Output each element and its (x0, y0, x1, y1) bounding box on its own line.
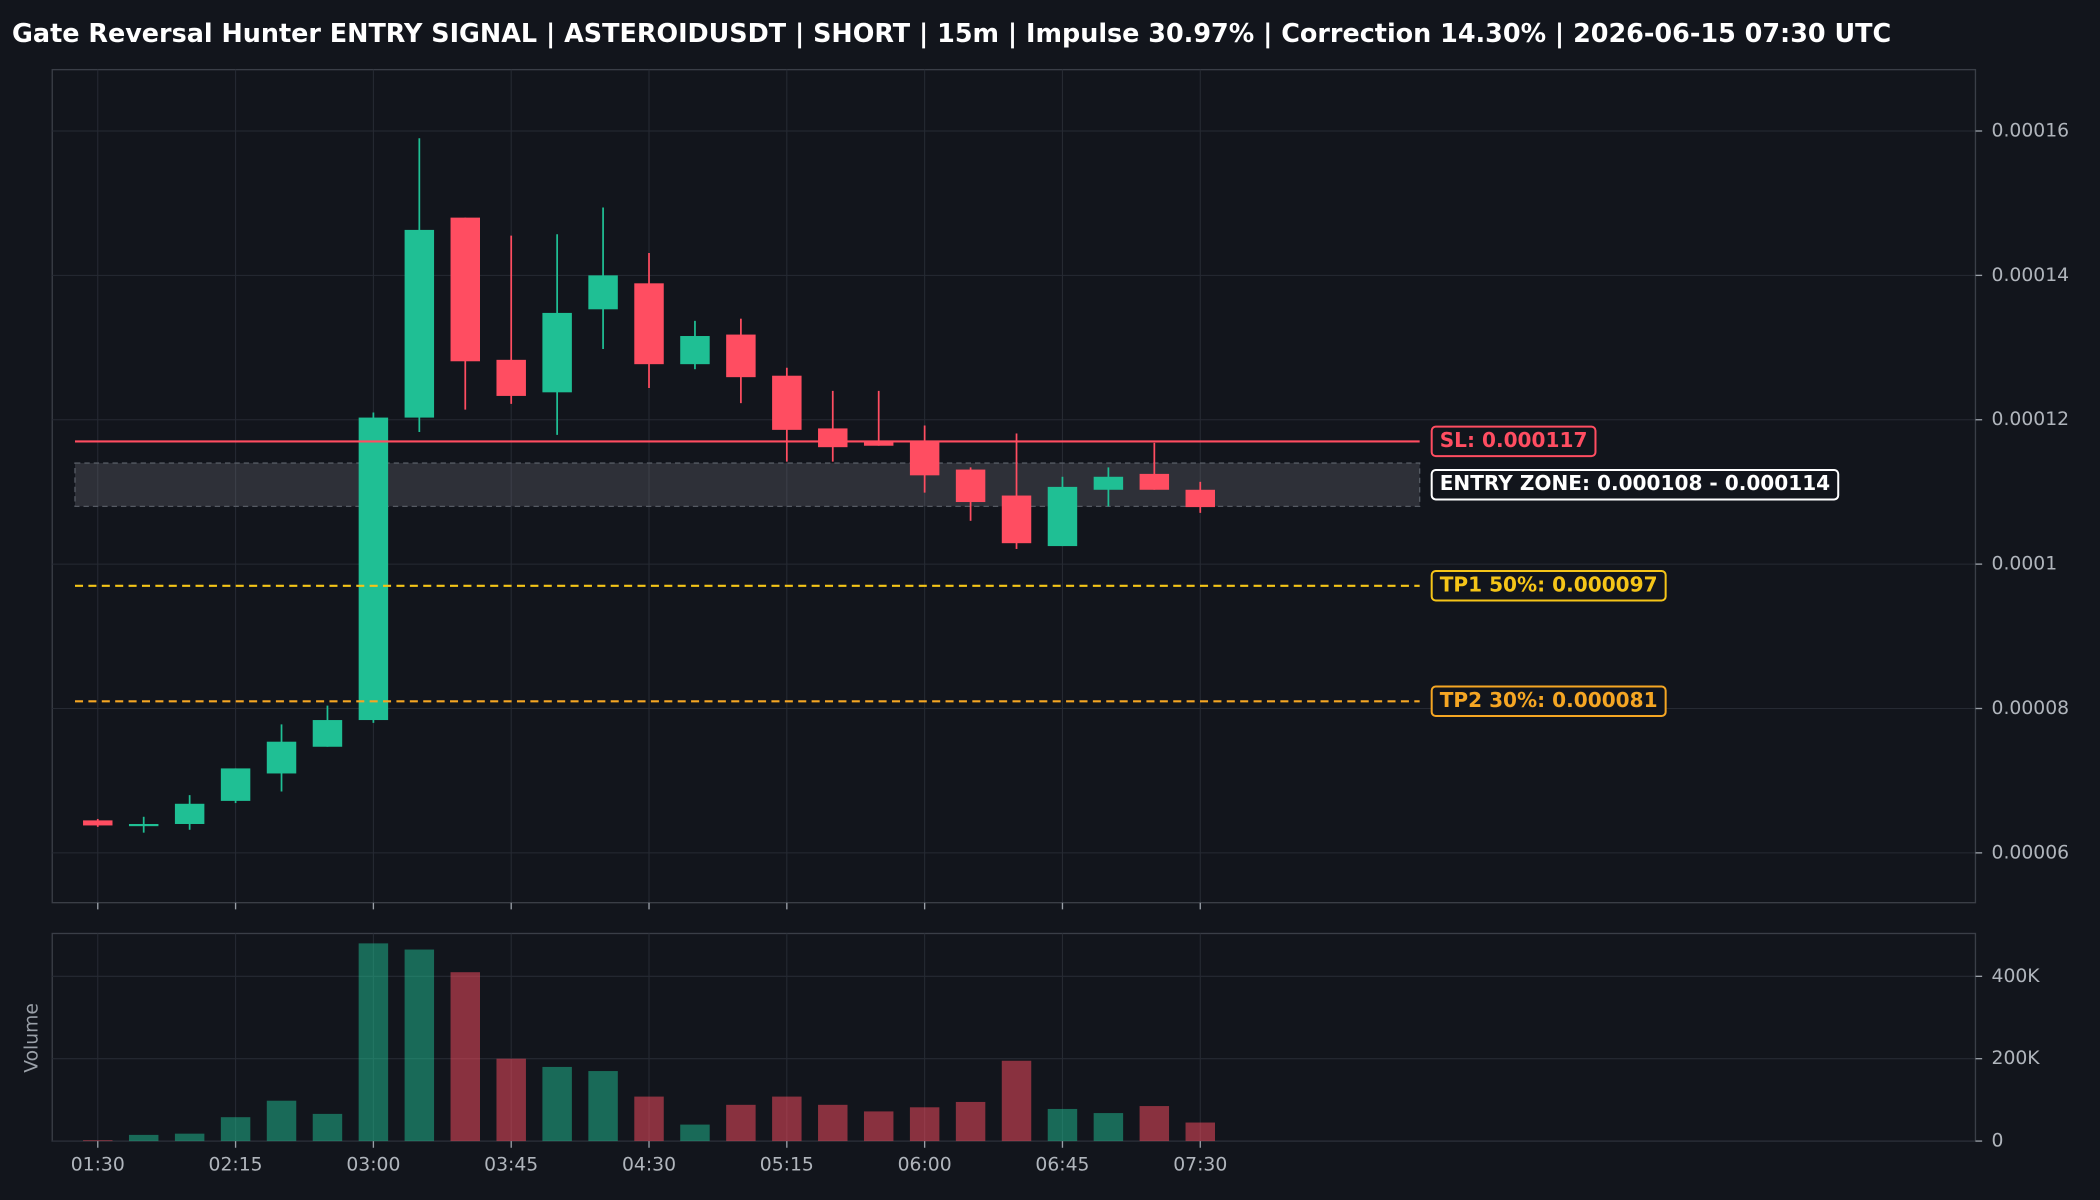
chart-title: Gate Reversal Hunter ENTRY SIGNAL | ASTE… (12, 18, 1891, 48)
volume-bar (818, 1104, 848, 1142)
level-label-box (1430, 425, 1597, 458)
candle-body (1139, 473, 1170, 490)
x-tick-label: 04:30 (622, 1155, 676, 1176)
volume-bar (496, 1058, 526, 1142)
x-tick-label: 02:15 (209, 1155, 263, 1176)
candle-body (312, 720, 343, 747)
entry-zone-label: ENTRY ZONE: 0.000108 - 0.000114 (1440, 471, 1830, 495)
x-tick-label: 06:00 (898, 1155, 952, 1176)
volume-bar (1093, 1113, 1124, 1142)
volume-bar (128, 1134, 159, 1142)
volume-bar (542, 1066, 572, 1142)
candle-body (588, 275, 618, 310)
y-tick-label: 0 (1992, 1131, 2004, 1152)
candle-body (358, 417, 389, 721)
candle-body (863, 441, 894, 446)
x-tick-label: 06:45 (1035, 1155, 1089, 1176)
candle-body (1047, 486, 1078, 547)
volume-bar (588, 1071, 618, 1142)
volume-bar (772, 1096, 802, 1142)
candle-body (1185, 489, 1215, 508)
candle-body (909, 441, 940, 476)
volume-bar (266, 1100, 297, 1142)
y-tick-label: 0.0001 (1992, 554, 2058, 575)
y-tick-label: 0.00016 (1992, 121, 2070, 142)
candle-body (726, 334, 756, 378)
candle-body (83, 820, 113, 826)
volume-bar (312, 1113, 343, 1142)
y-tick-label: 200K (1992, 1048, 2041, 1069)
x-tick-label: 01:30 (71, 1155, 125, 1176)
y-tick-label: 0.00006 (1992, 842, 2070, 863)
level-label: TP1 50%: 0.000097 (1440, 572, 1658, 596)
candle-body (266, 741, 297, 774)
candle-body (818, 428, 848, 448)
x-tick-label: 07:30 (1173, 1155, 1227, 1176)
y-tick-label: 400K (1992, 966, 2041, 987)
level-label-box (1430, 685, 1667, 718)
candle-body (1093, 476, 1124, 490)
candle-body (680, 336, 710, 365)
volume-bar (634, 1096, 664, 1142)
volume-axis-label: Volume (22, 1003, 43, 1073)
y-tick-label: 0.00008 (1992, 698, 2070, 719)
entry-zone-label-box (1430, 468, 1840, 501)
candle-body (128, 823, 159, 827)
x-tick-label: 05:15 (760, 1155, 814, 1176)
candle-body (1001, 495, 1032, 544)
candle-body (404, 229, 435, 418)
x-tick-label: 03:00 (346, 1155, 400, 1176)
volume-bar (1139, 1106, 1170, 1142)
volume-bar (863, 1111, 894, 1142)
volume-bar (174, 1133, 205, 1142)
candle-body (634, 283, 664, 365)
candle-body (174, 803, 205, 824)
level-label: TP2 30%: 0.000081 (1440, 688, 1658, 712)
volume-bar (726, 1104, 756, 1142)
x-tick-label: 03:45 (484, 1155, 538, 1176)
y-tick-label: 0.00014 (1992, 265, 2070, 286)
candle-body (772, 375, 802, 430)
volume-bar (1047, 1108, 1078, 1142)
price-panel (51, 68, 1977, 904)
candle-body (955, 469, 986, 503)
level-label-box (1430, 570, 1667, 602)
volume-bar (909, 1107, 940, 1142)
volume-bar (220, 1117, 251, 1142)
level-label: SL: 0.000117 (1440, 428, 1588, 452)
candle-body (220, 768, 251, 801)
volume-bar (955, 1101, 986, 1142)
volume-bar (680, 1124, 710, 1142)
volume-bar (1001, 1060, 1032, 1142)
candle-body (496, 359, 526, 396)
volume-bar (1185, 1122, 1215, 1142)
volume-bar (358, 943, 389, 1142)
candle-body (542, 312, 572, 393)
volume-bar (404, 949, 435, 1142)
candle-body (450, 217, 480, 362)
volume-bar (83, 1140, 113, 1142)
volume-bar (450, 972, 480, 1142)
y-tick-label: 0.00012 (1992, 409, 2070, 430)
entry-zone (74, 462, 1421, 508)
